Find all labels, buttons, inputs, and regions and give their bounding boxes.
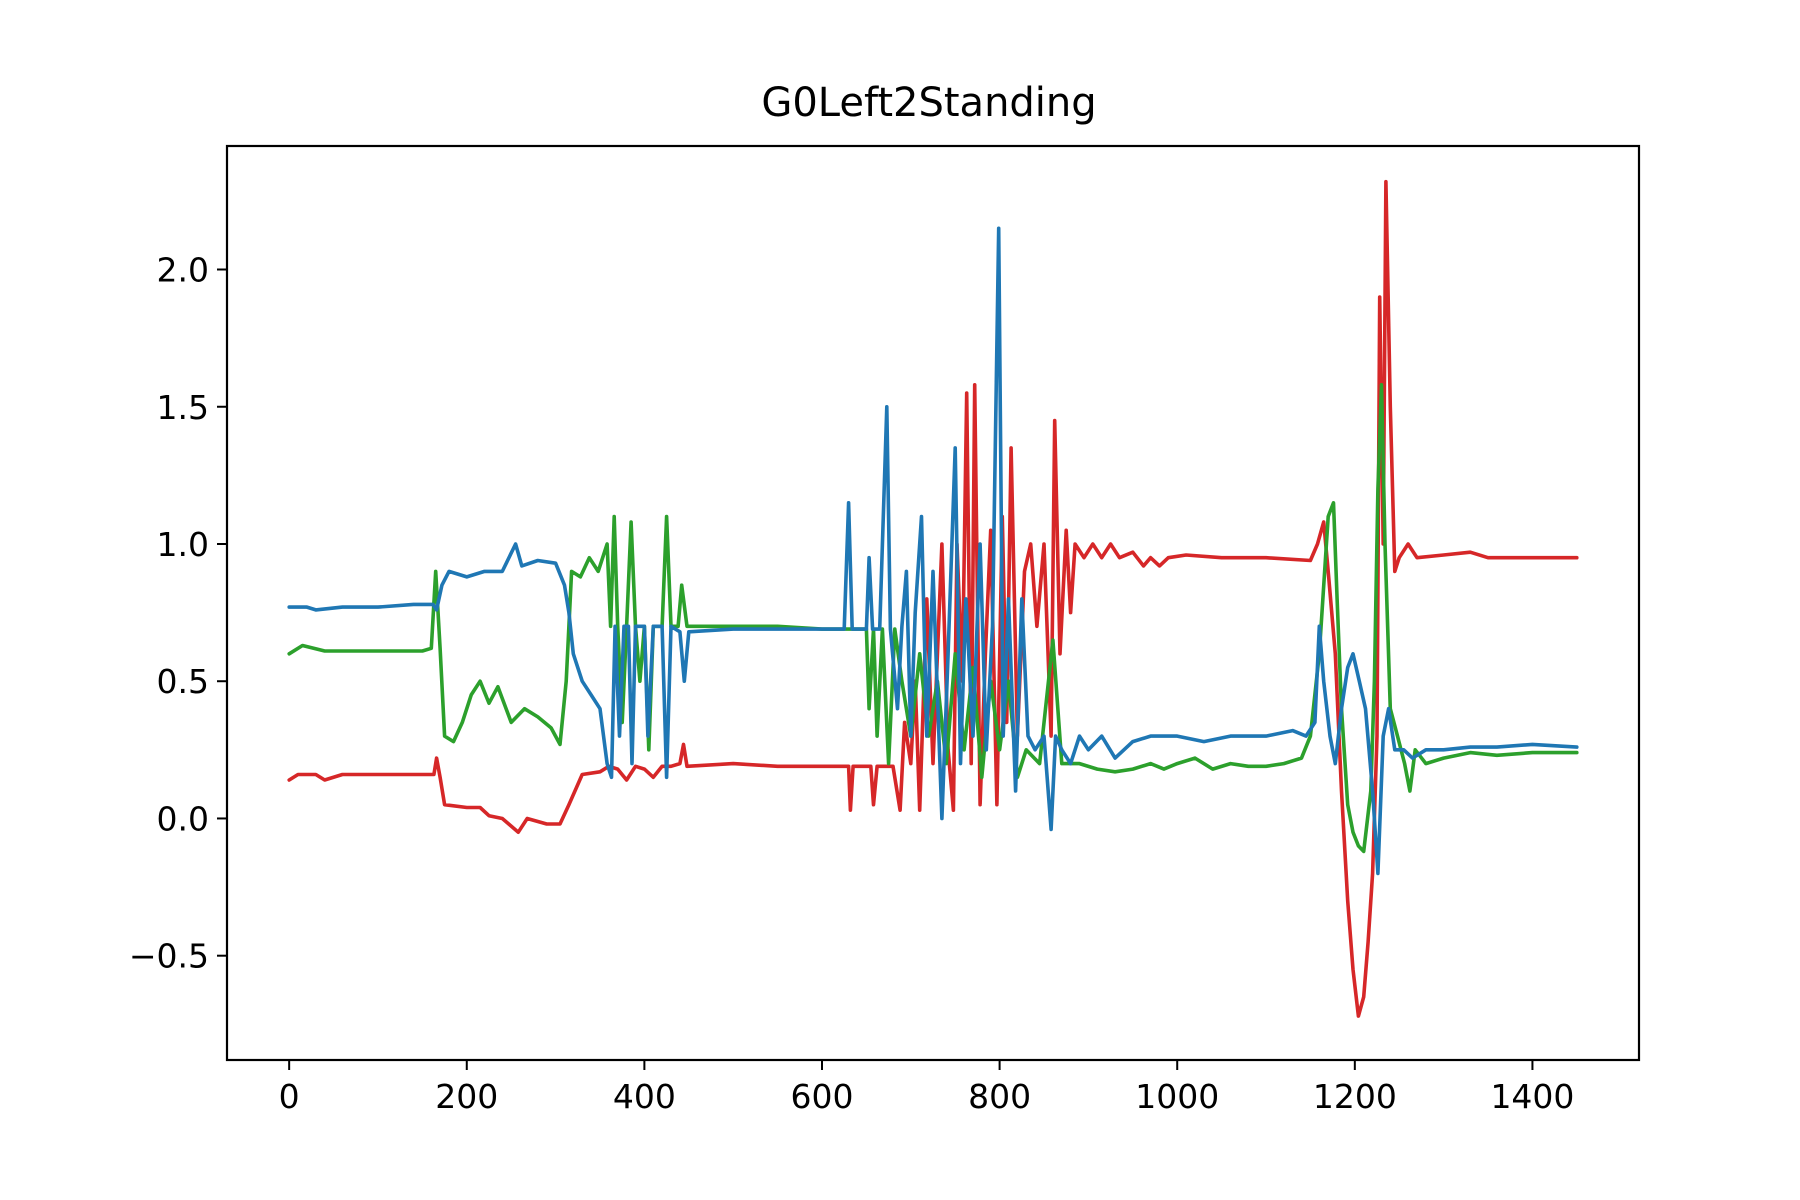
- y-tick-label: 0.0: [157, 799, 209, 838]
- x-tick-label: 200: [435, 1077, 498, 1116]
- x-tick-label: 800: [968, 1077, 1031, 1116]
- chart-title: G0Left2Standing: [761, 80, 1096, 126]
- y-tick-label: 2.0: [157, 251, 209, 290]
- x-tick-label: 600: [790, 1077, 853, 1116]
- plot-area: [287, 179, 1579, 1018]
- x-tick-label: 400: [613, 1077, 676, 1116]
- x-tick-label: 1200: [1313, 1077, 1397, 1116]
- x-tick-label: 1400: [1490, 1077, 1574, 1116]
- series-line-3: [287, 226, 1579, 876]
- y-tick-label: 1.5: [157, 388, 209, 427]
- series-line-1: [287, 179, 1579, 1018]
- x-tick-label: 0: [279, 1077, 300, 1116]
- x-tick-label: 1000: [1135, 1077, 1219, 1116]
- y-tick-label: 0.5: [157, 662, 209, 701]
- x-axis: 0 200 400 600 800 1000 1200 1400: [279, 1060, 1574, 1116]
- y-axis: −0.5 0.0 0.5 1.0 1.5 2.0: [129, 251, 227, 976]
- y-tick-label: −0.5: [129, 937, 209, 976]
- y-tick-label: 1.0: [157, 525, 209, 564]
- axes-frame: [225, 144, 1641, 1062]
